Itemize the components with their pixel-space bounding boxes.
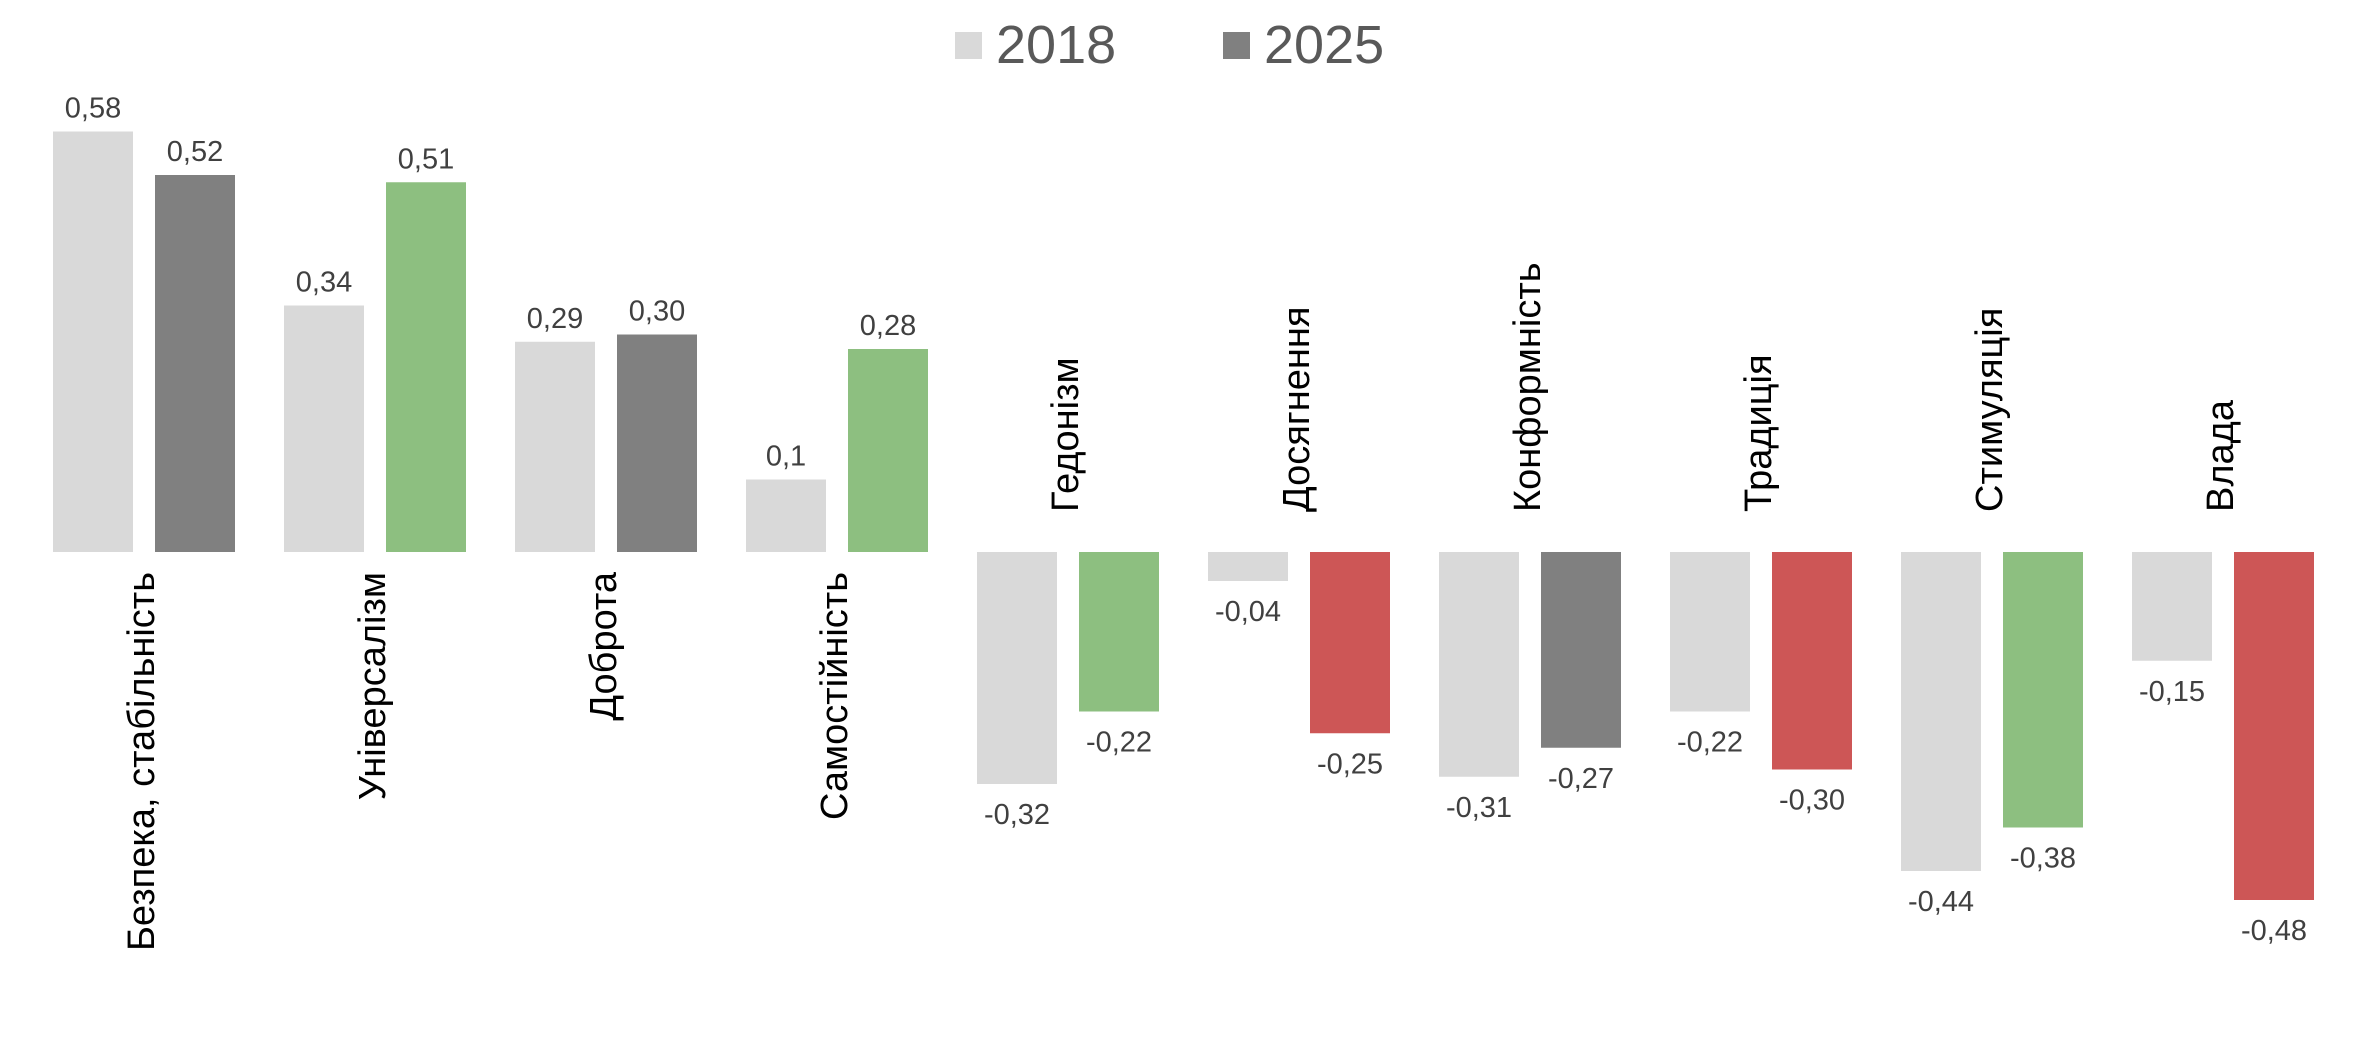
data-label-2018-традиція: -0,22 <box>1677 727 1743 759</box>
category-label-влада: Влада <box>2200 399 2242 512</box>
data-label-2025-гедонізм: -0,22 <box>1086 727 1152 759</box>
bar-2025-влада <box>2234 552 2314 900</box>
data-label-2018-досягнення: -0,04 <box>1215 596 1281 628</box>
data-label-2018-самостійність: 0,1 <box>766 441 806 473</box>
category-label-самостійність: Самостійність <box>814 572 856 820</box>
value-labels: 0,58 0,52 0,34 0,51 0,29 0,30 0,1 0,28 -0,32 -0,2… <box>65 93 2307 948</box>
bar-2018-гедонізм <box>977 552 1057 784</box>
category-labels: Безпека, стабільність Універсалізм Доброта… <box>121 262 2242 951</box>
data-label-2018-доброта: 0,29 <box>527 303 583 335</box>
category-label-конформність: Конформність <box>1507 262 1549 512</box>
bar-2018-конформність <box>1439 552 1519 777</box>
category-label-традиція: Традиція <box>1738 354 1780 512</box>
data-label-2025-універсалізм: 0,51 <box>398 143 454 175</box>
legend-label-2018: 2018 <box>996 15 1116 75</box>
category-label-гедонізм: Гедонізм <box>1045 357 1087 512</box>
bar-2018-доброта <box>515 341 595 552</box>
bar-2018-універсалізм <box>284 305 364 552</box>
data-label-2018-гедонізм: -0,32 <box>984 799 1050 831</box>
data-label-2018-безпека-стабільність: 0,58 <box>65 93 121 125</box>
data-label-2025-досягнення: -0,25 <box>1317 748 1383 780</box>
bar-2025-гедонізм <box>1079 552 1159 712</box>
bar-2018-влада <box>2132 552 2212 661</box>
data-label-2025-традиція: -0,30 <box>1779 785 1845 817</box>
bar-2025-доброта <box>617 334 697 552</box>
data-label-2018-конформність: -0,31 <box>1446 792 1512 824</box>
data-label-2025-конформність: -0,27 <box>1548 763 1614 795</box>
data-label-2025-самостійність: 0,28 <box>860 310 916 342</box>
category-label-доброта: Доброта <box>583 571 625 720</box>
category-label-стимуляція: Стимуляція <box>1969 308 2011 512</box>
data-label-2018-універсалізм: 0,34 <box>296 267 352 299</box>
bar-2025-досягнення <box>1310 552 1390 734</box>
bar-2025-стимуляція <box>2003 552 2083 828</box>
category-label-безпека-стабільність: Безпека, стабільність <box>121 572 163 951</box>
data-label-2025-доброта: 0,30 <box>629 296 685 328</box>
bar-2018-стимуляція <box>1901 552 1981 871</box>
legend-label-2025: 2025 <box>1264 15 1384 75</box>
category-label-універсалізм: Універсалізм <box>352 572 394 800</box>
legend-swatch-2025 <box>1223 32 1250 59</box>
data-label-2018-стимуляція: -0,44 <box>1908 886 1974 918</box>
legend-swatch-2018 <box>955 32 982 59</box>
category-label-досягнення: Досягнення <box>1276 307 1318 512</box>
legend: 2018 2025 <box>955 15 1384 75</box>
data-label-2025-стимуляція: -0,38 <box>2010 843 2076 875</box>
bar-2018-безпека-стабільність <box>53 131 133 552</box>
bar-2018-традиція <box>1670 552 1750 712</box>
bar-2025-традиція <box>1772 552 1852 770</box>
bar-2018-самостійність <box>746 479 826 552</box>
data-label-2025-влада: -0,48 <box>2241 915 2307 947</box>
bar-2025-самостійність <box>848 349 928 552</box>
bar-2025-універсалізм <box>386 182 466 552</box>
bars <box>53 131 2314 900</box>
bar-2025-конформність <box>1541 552 1621 748</box>
bar-2018-досягнення <box>1208 552 1288 581</box>
bar-2025-безпека-стабільність <box>155 175 235 552</box>
data-label-2018-влада: -0,15 <box>2139 676 2205 708</box>
data-label-2025-безпека-стабільність: 0,52 <box>167 136 223 168</box>
